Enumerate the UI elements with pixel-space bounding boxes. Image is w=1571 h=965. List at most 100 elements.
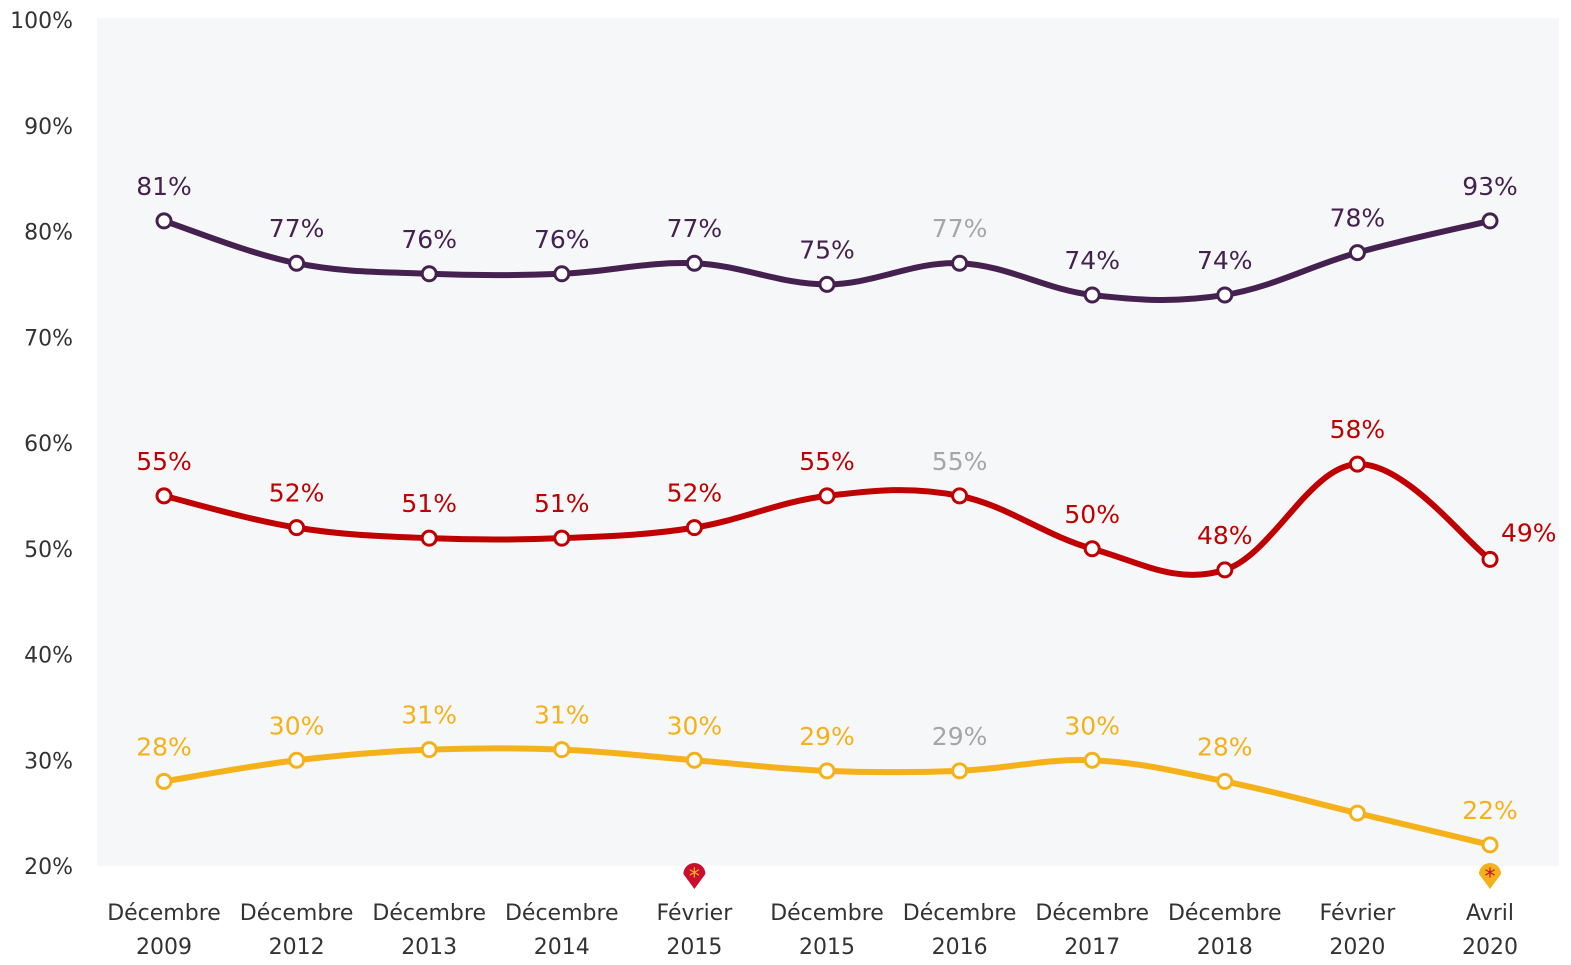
data-point — [420, 741, 438, 759]
data-label: 30% — [1064, 711, 1120, 740]
y-tick-label: 50% — [24, 538, 73, 563]
data-point — [1216, 561, 1234, 579]
data-label: 31% — [534, 701, 590, 730]
data-point — [1083, 751, 1101, 769]
x-tick-label: Décembre — [372, 901, 486, 926]
data-point — [553, 265, 571, 283]
y-tick-label: 40% — [24, 644, 73, 669]
data-point — [1481, 550, 1499, 568]
data-label: 77% — [932, 214, 988, 243]
data-label: 29% — [799, 722, 855, 751]
data-point — [818, 762, 836, 780]
data-label: 30% — [667, 711, 723, 740]
x-tick-year: 2015 — [799, 935, 855, 960]
data-point — [1216, 772, 1234, 790]
data-label: 52% — [667, 479, 723, 508]
x-tick-label: Décembre — [505, 901, 619, 926]
data-label: 93% — [1462, 172, 1518, 201]
x-tick-year: 2015 — [666, 935, 722, 960]
x-tick-label: Février — [1320, 901, 1397, 926]
x-tick-label: Décembre — [903, 901, 1017, 926]
x-tick-label: Février — [657, 901, 734, 926]
data-point — [553, 741, 571, 759]
x-tick-year: 2017 — [1064, 935, 1120, 960]
y-tick-label: 70% — [24, 326, 73, 351]
asterisk-icon: * — [1485, 865, 1496, 890]
note-pin-icon — [1479, 863, 1501, 889]
note-markers: * * — [683, 862, 1501, 890]
data-point — [685, 751, 703, 769]
data-label: 51% — [534, 489, 590, 518]
data-label: 49% — [1501, 518, 1557, 547]
data-point — [1083, 286, 1101, 304]
x-tick-year: 2014 — [534, 935, 590, 960]
data-point — [951, 254, 969, 272]
y-tick-label: 60% — [24, 432, 73, 457]
data-point — [1481, 836, 1499, 854]
x-tick-label: Décembre — [1168, 901, 1282, 926]
data-label: 51% — [401, 489, 457, 518]
data-label: 29% — [932, 722, 988, 751]
data-label: 74% — [1197, 246, 1253, 275]
data-point — [685, 254, 703, 272]
data-label: 75% — [799, 235, 855, 264]
x-tick-year: 2009 — [136, 935, 192, 960]
data-label: 81% — [136, 172, 192, 201]
series-points — [155, 212, 1499, 854]
note-pin-icon — [683, 862, 706, 889]
data-label: 30% — [269, 711, 325, 740]
data-label: 28% — [1197, 732, 1253, 761]
data-point — [288, 751, 306, 769]
x-tick-label: Avril — [1466, 901, 1514, 926]
data-label: 77% — [667, 214, 723, 243]
data-point — [155, 487, 173, 505]
x-tick-label: Décembre — [1035, 901, 1149, 926]
data-label: 31% — [401, 701, 457, 730]
data-labels: 81% 77% 76% 76% 77% 75% 77% 74% 74% 78% 93% 55% 52% 5… — [136, 172, 1556, 825]
data-label: 50% — [1064, 500, 1120, 529]
data-label: 28% — [136, 732, 192, 761]
data-label: 52% — [269, 479, 325, 508]
data-point — [1083, 540, 1101, 558]
data-point — [818, 275, 836, 293]
x-tick-label: Décembre — [107, 901, 221, 926]
data-point — [155, 212, 173, 230]
y-tick-label: 100% — [10, 9, 73, 34]
data-point — [1348, 804, 1366, 822]
x-tick-year: 2012 — [269, 935, 325, 960]
data-point — [1481, 212, 1499, 230]
data-label: 76% — [534, 225, 590, 254]
asterisk-icon: * — [689, 865, 700, 890]
y-tick-label: 30% — [24, 749, 73, 774]
x-tick-year: 2018 — [1197, 935, 1253, 960]
data-label: 48% — [1197, 521, 1253, 550]
x-axis: Décembre 2009 Décembre 2012 Décembre 2013 Déce… — [107, 901, 1518, 960]
data-point — [951, 487, 969, 505]
data-label: 78% — [1330, 204, 1386, 233]
x-tick-year: 2013 — [401, 935, 457, 960]
data-point — [951, 762, 969, 780]
data-point — [818, 487, 836, 505]
data-point — [420, 265, 438, 283]
data-point — [288, 519, 306, 537]
x-tick-label: Décembre — [770, 901, 884, 926]
y-tick-label: 90% — [24, 115, 73, 140]
x-tick-year: 2020 — [1329, 935, 1385, 960]
data-point — [1348, 455, 1366, 473]
y-axis: 20% 30% 40% 50% 60% 70% 80% 90% 100% — [10, 9, 73, 880]
data-label: 55% — [932, 447, 988, 476]
data-label: 22% — [1462, 796, 1518, 825]
data-point — [288, 254, 306, 272]
x-tick-year: 2020 — [1462, 935, 1518, 960]
data-label: 77% — [269, 214, 325, 243]
y-tick-label: 80% — [24, 221, 73, 246]
series-line-1 — [161, 461, 1493, 578]
x-tick-label: Décembre — [240, 901, 354, 926]
data-label: 55% — [136, 447, 192, 476]
data-point — [685, 519, 703, 537]
data-point — [420, 529, 438, 547]
y-tick-label: 20% — [24, 855, 73, 880]
data-point — [155, 772, 173, 790]
data-label: 74% — [1064, 246, 1120, 275]
